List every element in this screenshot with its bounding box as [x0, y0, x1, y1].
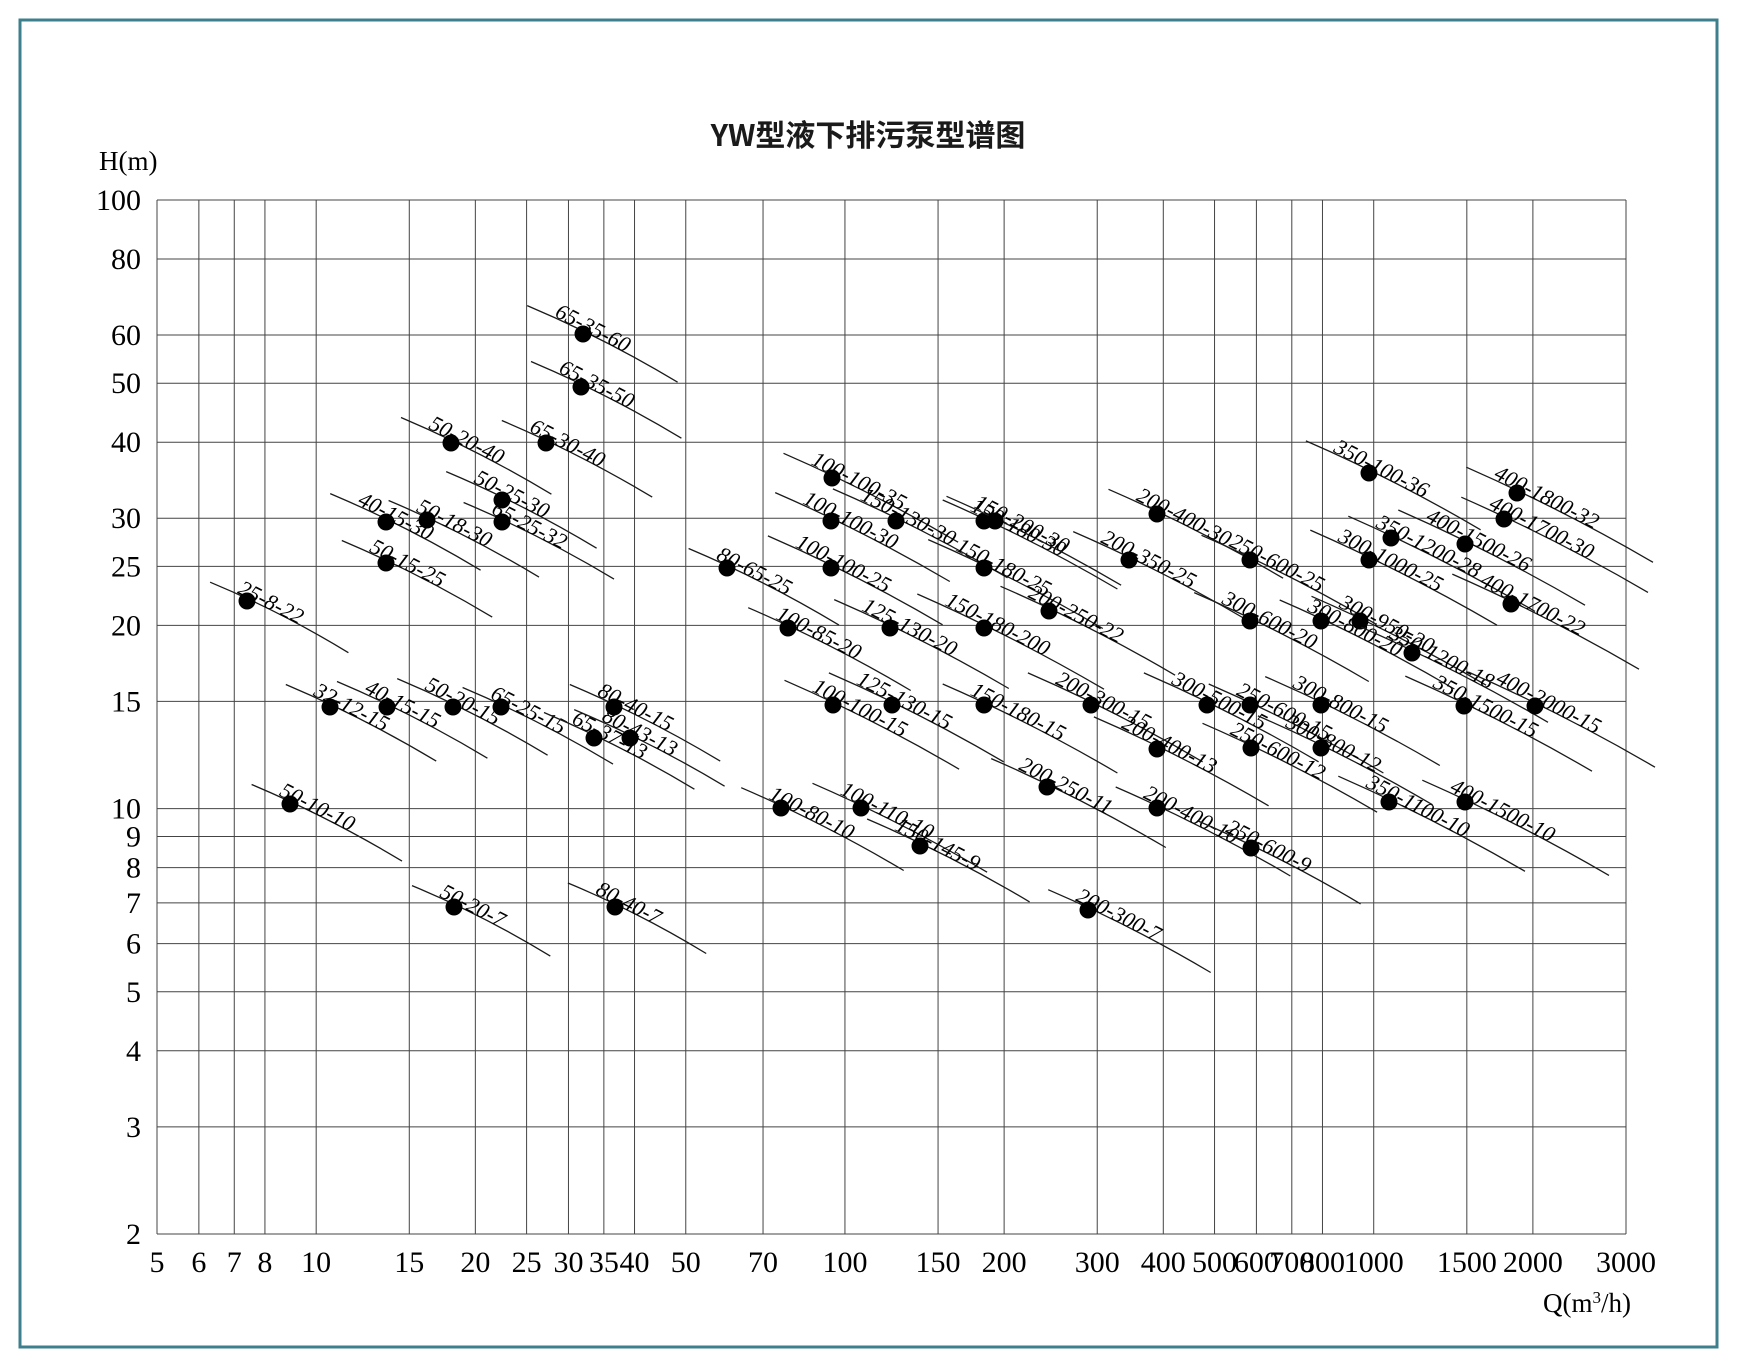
svg-text:H(m): H(m)	[99, 146, 157, 176]
svg-text:30: 30	[553, 1246, 583, 1279]
svg-text:50: 50	[111, 367, 141, 400]
svg-text:8: 8	[126, 852, 141, 885]
svg-text:1500: 1500	[1437, 1246, 1497, 1279]
svg-text:50: 50	[671, 1246, 701, 1279]
svg-text:25: 25	[111, 550, 141, 583]
svg-text:20: 20	[460, 1246, 490, 1279]
svg-text:25: 25	[512, 1246, 542, 1279]
svg-text:5: 5	[150, 1246, 165, 1279]
svg-text:500: 500	[1192, 1246, 1237, 1279]
svg-text:Q(m3/h): Q(m3/h)	[1543, 1288, 1631, 1319]
svg-text:YW型液下排污泵型谱图: YW型液下排污泵型谱图	[710, 111, 1026, 155]
svg-text:300: 300	[1075, 1246, 1120, 1279]
svg-text:2: 2	[126, 1218, 141, 1251]
svg-text:8: 8	[257, 1246, 272, 1279]
svg-text:7: 7	[126, 887, 141, 920]
svg-text:200: 200	[982, 1246, 1027, 1279]
svg-text:30: 30	[111, 502, 141, 535]
svg-text:70: 70	[748, 1246, 778, 1279]
svg-text:3: 3	[126, 1111, 141, 1144]
svg-text:100: 100	[96, 184, 141, 217]
svg-text:1000: 1000	[1344, 1246, 1404, 1279]
svg-text:80: 80	[111, 243, 141, 276]
svg-text:60: 60	[111, 319, 141, 352]
svg-text:3000: 3000	[1596, 1246, 1656, 1279]
svg-text:4: 4	[126, 1035, 141, 1068]
svg-text:40: 40	[111, 426, 141, 459]
svg-text:6: 6	[126, 928, 141, 961]
svg-text:15: 15	[394, 1246, 424, 1279]
svg-text:15: 15	[111, 685, 141, 718]
svg-text:35: 35	[589, 1246, 619, 1279]
svg-text:2000: 2000	[1503, 1246, 1563, 1279]
svg-text:40: 40	[620, 1246, 650, 1279]
svg-text:5: 5	[126, 976, 141, 1009]
svg-text:7: 7	[227, 1246, 242, 1279]
svg-text:100: 100	[822, 1246, 867, 1279]
svg-text:150: 150	[916, 1246, 961, 1279]
svg-text:800: 800	[1300, 1246, 1345, 1279]
svg-text:20: 20	[111, 609, 141, 642]
svg-text:9: 9	[126, 820, 141, 853]
svg-text:6: 6	[191, 1246, 206, 1279]
svg-text:400: 400	[1141, 1246, 1186, 1279]
svg-text:10: 10	[301, 1246, 331, 1279]
